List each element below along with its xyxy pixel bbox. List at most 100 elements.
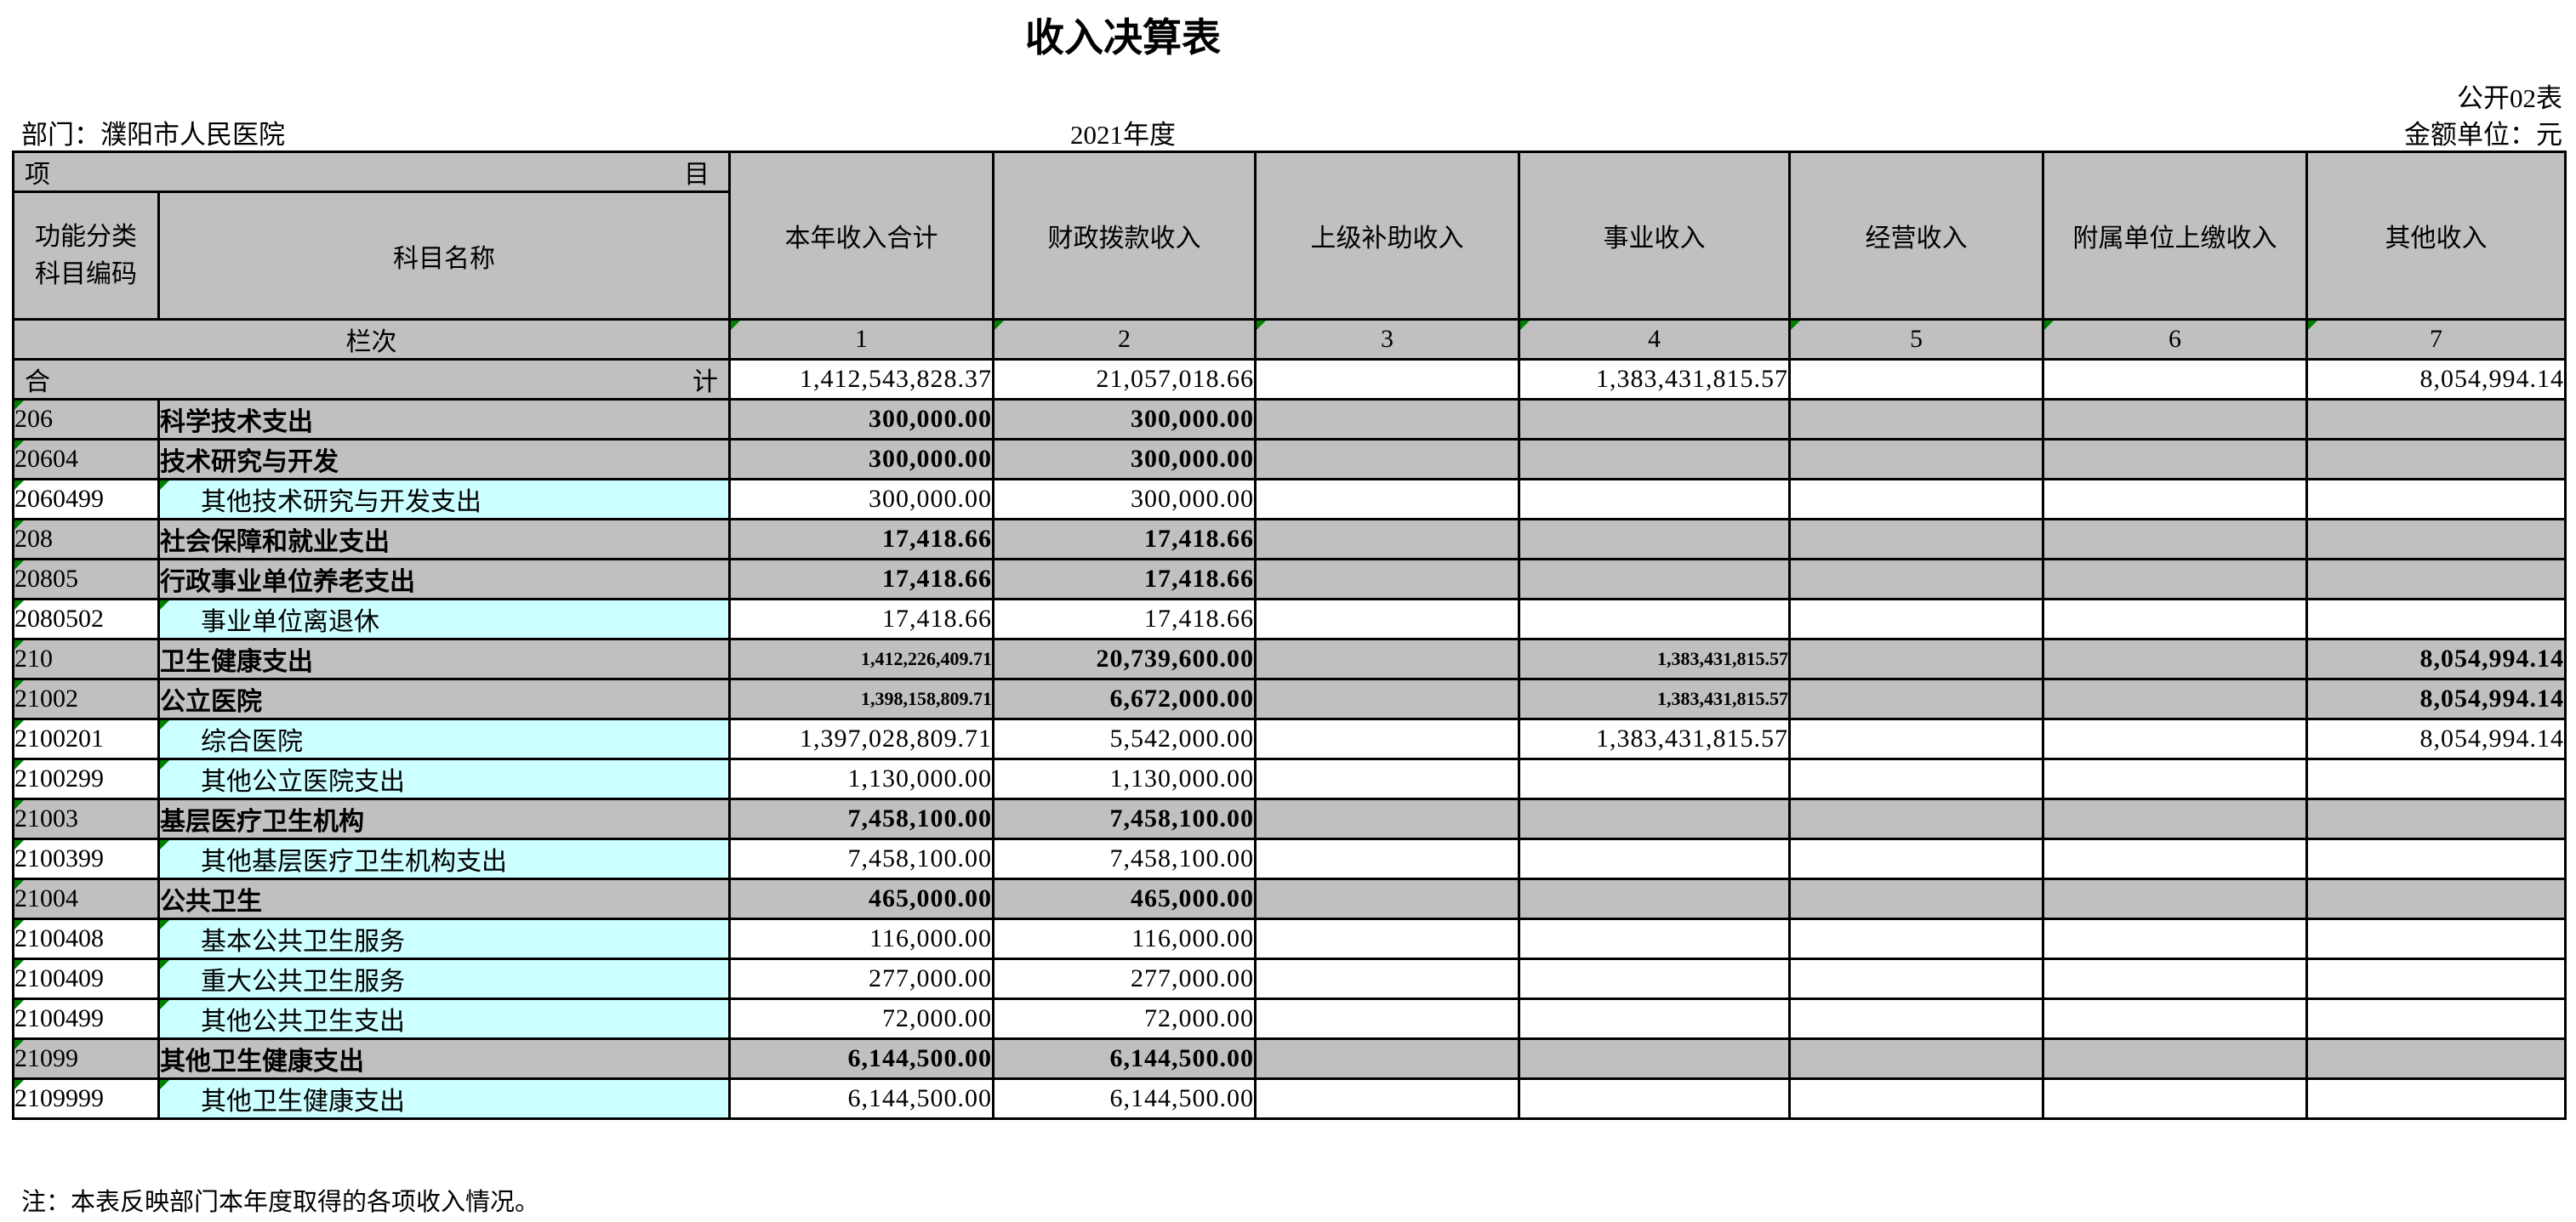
table-row: 21003 基层医疗卫生机构 7,458,100.00 7,458,100.00 (12, 798, 2567, 840)
column-number-cell: 6 (2042, 318, 2308, 361)
column-number-cell: 3 (1254, 318, 1520, 361)
row-value-cell: 300,000.00 (728, 398, 994, 440)
row-value-cell (1518, 478, 1791, 520)
row-value-cell (1788, 918, 2044, 960)
row-value-cell: 1,130,000.00 (992, 758, 1257, 800)
row-value-cell: 17,418.66 (992, 598, 1257, 640)
row-value-cell: 17,418.66 (992, 558, 1257, 600)
table-body: 合 计 1,412,543,828.37 21,057,018.66 1,383… (12, 358, 2567, 1120)
total-value-cell: 21,057,018.66 (992, 358, 1257, 401)
page-title: 收入决算表 (1025, 15, 1221, 60)
row-value-cell (2305, 598, 2567, 640)
row-value-cell (2042, 758, 2308, 800)
row-name-cell: 行政事业单位养老支出 (157, 558, 731, 600)
row-code-cell: 21003 (12, 798, 160, 840)
row-value-cell: 465,000.00 (728, 878, 994, 920)
row-value-cell (2042, 1037, 2308, 1080)
column-header-other-income: 其他收入 (2305, 151, 2567, 321)
row-value-cell (2042, 718, 2308, 760)
row-name-cell: 综合医院 (157, 718, 731, 760)
row-name-cell: 其他技术研究与开发支出 (157, 478, 731, 520)
row-name-cell: 基本公共卫生服务 (157, 918, 731, 960)
row-value-cell: 6,672,000.00 (992, 678, 1257, 720)
row-value-cell (1254, 398, 1520, 440)
row-value-cell (2305, 558, 2567, 600)
code-column-header: 功能分类 科目编码 (12, 190, 160, 321)
row-value-cell (2305, 958, 2567, 1000)
row-value-cell: 277,000.00 (992, 958, 1257, 1000)
total-label-cell: 合 计 (12, 358, 731, 401)
row-name-cell: 重大公共卫生服务 (157, 958, 731, 1000)
row-value-cell (2305, 518, 2567, 560)
row-name-cell: 技术研究与开发 (157, 438, 731, 480)
row-value-cell (1518, 438, 1791, 480)
column-number-cell: 2 (992, 318, 1257, 361)
row-code-cell: 2100299 (12, 758, 160, 800)
row-name-cell: 公共卫生 (157, 878, 731, 920)
column-number-label-cell: 栏次 (12, 318, 731, 361)
total-value-cell (1254, 358, 1520, 401)
row-value-cell (2042, 838, 2308, 880)
row-value-cell (2305, 918, 2567, 960)
row-value-cell: 6,144,500.00 (728, 1037, 994, 1080)
row-value-cell: 8,054,994.14 (2305, 638, 2567, 680)
row-value-cell (1518, 798, 1791, 840)
total-value-cell: 8,054,994.14 (2305, 358, 2567, 401)
row-value-cell (1518, 1037, 1791, 1080)
row-value-cell (1254, 878, 1520, 920)
row-name-cell: 卫生健康支出 (157, 638, 731, 680)
row-value-cell (1254, 997, 1520, 1040)
row-value-cell: 20,739,600.00 (992, 638, 1257, 680)
row-value-cell (1254, 598, 1520, 640)
row-value-cell (2042, 558, 2308, 600)
table-row: 2100201 综合医院 1,397,028,809.71 5,542,000.00 1… (12, 718, 2567, 760)
table-row: 20604 技术研究与开发 300,000.00 300,000.00 (12, 438, 2567, 480)
column-number-cell: 4 (1518, 318, 1791, 361)
row-value-cell (2305, 997, 2567, 1040)
row-value-cell: 7,458,100.00 (992, 838, 1257, 880)
income-statement-table: 项 目 本年收入合计 财政拨款收入 上级补助收入 事业收入 经营收入 附属单位上… (12, 151, 2567, 1120)
row-value-cell (1788, 1077, 2044, 1120)
row-value-cell: 300,000.00 (728, 438, 994, 480)
row-name-cell: 其他卫生健康支出 (157, 1037, 731, 1080)
row-name-cell: 其他卫生健康支出 (157, 1077, 731, 1120)
row-value-cell: 7,458,100.00 (992, 798, 1257, 840)
table-row: 208 社会保障和就业支出 17,418.66 17,418.66 (12, 518, 2567, 560)
row-value-cell (1254, 798, 1520, 840)
row-value-cell: 7,458,100.00 (728, 838, 994, 880)
row-value-cell (2305, 1077, 2567, 1120)
header-row-column-numbers: 栏次 1 2 3 4 5 6 7 (12, 318, 2567, 361)
column-header-operating-income: 事业收入 (1518, 151, 1791, 321)
row-value-cell: 6,144,500.00 (728, 1077, 994, 1120)
row-value-cell: 72,000.00 (992, 997, 1257, 1040)
row-value-cell (1788, 518, 2044, 560)
row-value-cell (1254, 1077, 1520, 1120)
row-value-cell (1254, 838, 1520, 880)
fiscal-year-label: 2021年度 (1070, 120, 1176, 150)
row-value-cell: 6,144,500.00 (992, 1037, 1257, 1080)
row-value-cell (2042, 478, 2308, 520)
row-name-cell: 基层医疗卫生机构 (157, 798, 731, 840)
column-header-total-income: 本年收入合计 (728, 151, 994, 321)
row-value-cell (2305, 838, 2567, 880)
row-value-cell (1254, 918, 1520, 960)
row-value-cell (1254, 478, 1520, 520)
row-value-cell (2305, 438, 2567, 480)
row-value-cell (2042, 958, 2308, 1000)
row-value-cell (1788, 838, 2044, 880)
table-row: 210 卫生健康支出 1,412,226,409.71 20,739,600.00 1,… (12, 638, 2567, 680)
row-value-cell (1254, 718, 1520, 760)
row-value-cell (1788, 678, 2044, 720)
row-value-cell (1254, 638, 1520, 680)
amount-unit-label: 金额单位：元 (2404, 120, 2562, 150)
row-code-cell: 2100399 (12, 838, 160, 880)
row-value-cell: 5,542,000.00 (992, 718, 1257, 760)
table-row: 2109999 其他卫生健康支出 6,144,500.00 6,144,500.00 (12, 1077, 2567, 1120)
table-row: 2100499 其他公共卫生支出 72,000.00 72,000.00 (12, 997, 2567, 1040)
row-value-cell (2042, 878, 2308, 920)
row-value-cell (2042, 638, 2308, 680)
row-code-cell: 206 (12, 398, 160, 440)
row-value-cell (2042, 798, 2308, 840)
header-row-item: 项 目 本年收入合计 财政拨款收入 上级补助收入 事业收入 经营收入 附属单位上… (12, 151, 2567, 321)
row-value-cell (1788, 638, 2044, 680)
